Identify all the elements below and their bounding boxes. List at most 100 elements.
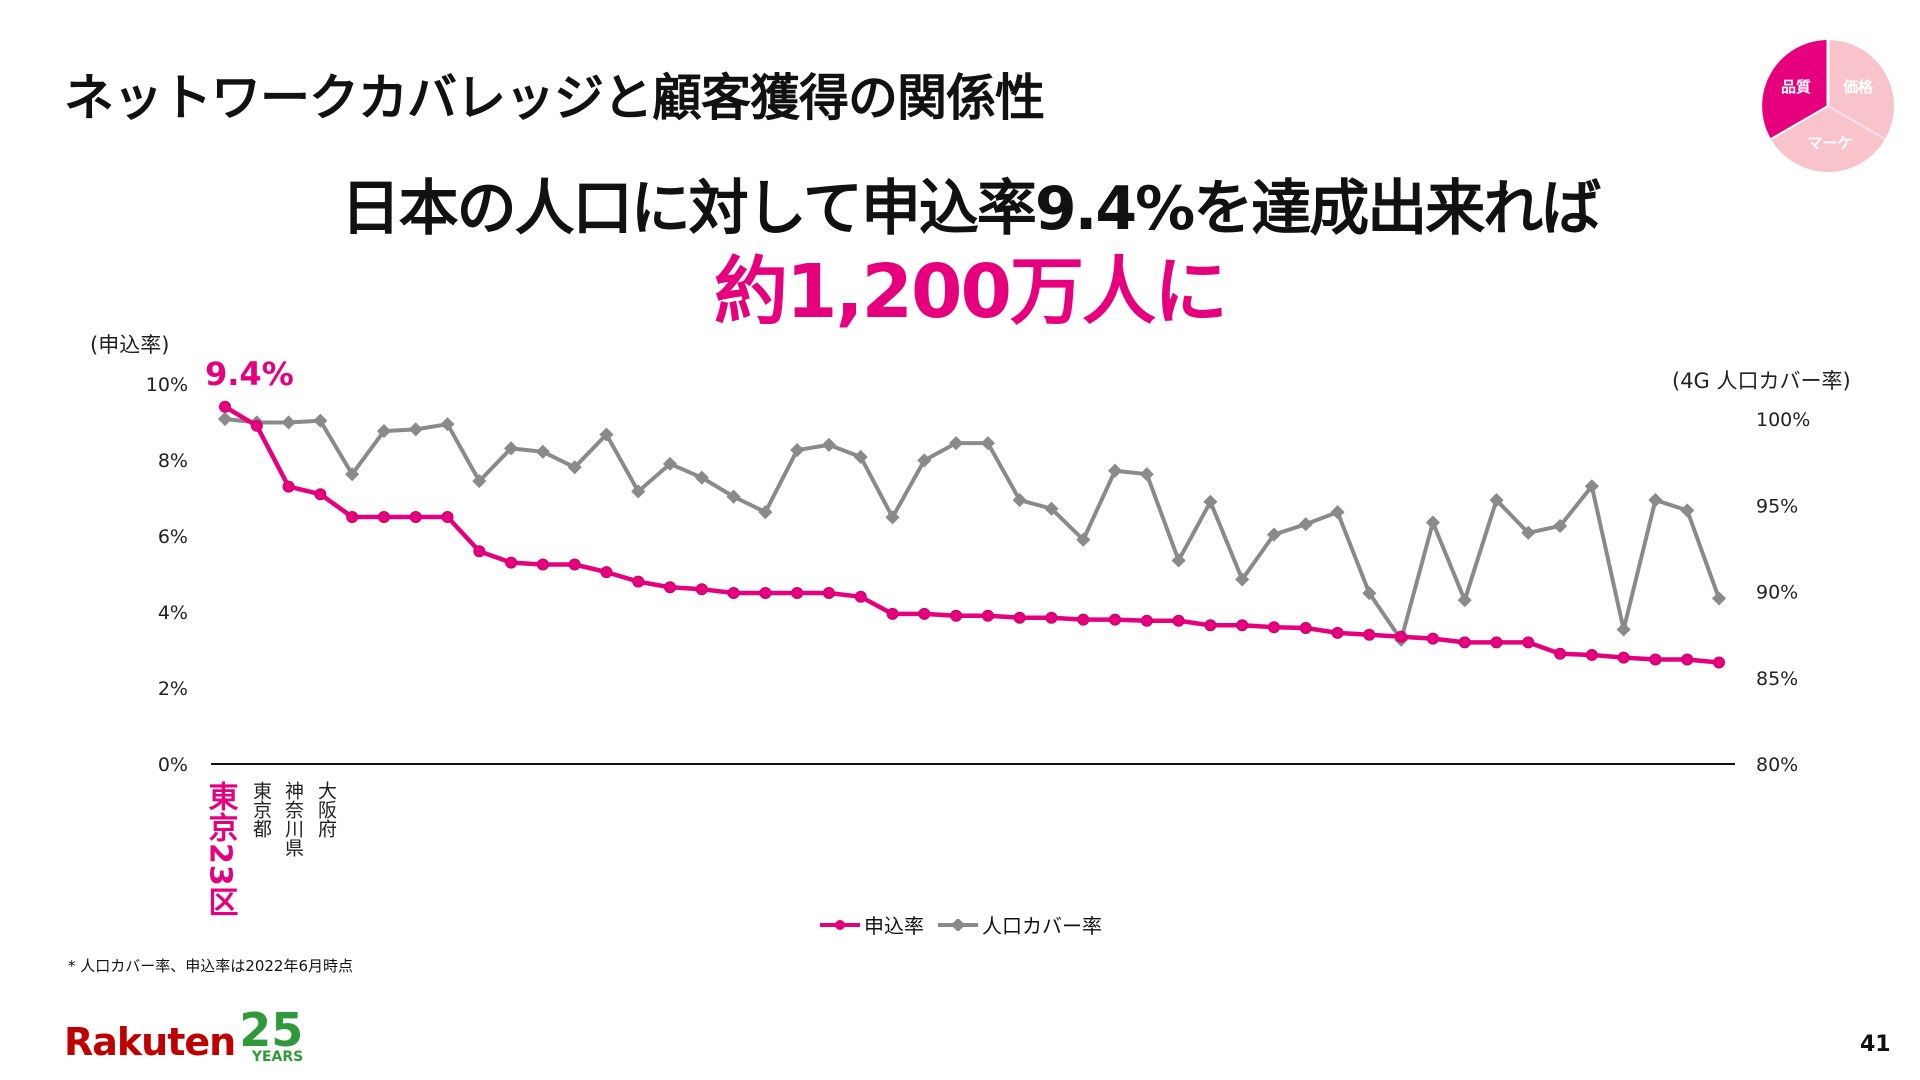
coverage-point <box>758 505 773 520</box>
subscription-point <box>664 581 677 594</box>
subscription-point <box>1426 632 1439 645</box>
subscription-point <box>219 400 231 413</box>
coverage-point <box>313 413 328 428</box>
x-category-label: 東京23区 <box>203 781 239 918</box>
subscription-point <box>1077 613 1090 626</box>
coverage-point <box>662 456 678 471</box>
coverage-point <box>472 474 487 489</box>
subscription-point <box>1045 611 1058 624</box>
subscription-point <box>282 480 295 493</box>
coverage-point <box>1235 572 1250 587</box>
footnote: * 人口カバー率、申込率は2022年6月時点 <box>68 957 353 975</box>
pie-label: マーケ <box>1807 134 1852 152</box>
coverage-point <box>1711 591 1727 606</box>
headline: 日本の人口に対して申込率9.4%を達成出来れば <box>340 174 1602 244</box>
coverage-point <box>504 441 519 456</box>
coverage-point <box>790 442 805 458</box>
page-number: 41 <box>1860 1032 1891 1057</box>
subscription-point <box>314 488 327 501</box>
highlight-value-label: 9.4% <box>205 355 294 393</box>
x-category-label: 大阪府 <box>315 781 337 838</box>
x-category-label: 東京都 <box>250 781 272 838</box>
coverage-point <box>1330 505 1345 520</box>
subscription-point <box>1713 656 1725 669</box>
coverage-point <box>281 415 296 430</box>
subscription-point <box>250 419 263 432</box>
subscription-point <box>346 511 359 523</box>
legend-pink-marker-icon <box>820 919 860 930</box>
coverage-point <box>1616 622 1631 637</box>
subscription-point <box>1236 619 1249 632</box>
left-tick-label: 4% <box>158 602 188 624</box>
subscription-point <box>377 511 390 523</box>
subscription-point <box>1490 636 1503 649</box>
subscription-point <box>981 609 994 622</box>
pie-badge-icon: 品質 価格 マーケ <box>1762 40 1894 172</box>
pie-label: 品質 <box>1781 78 1811 96</box>
subscription-point <box>473 545 486 558</box>
coverage-point <box>408 422 423 437</box>
page-title: ネットワークカバレッジと顧客獲得の関係性 <box>64 69 1045 127</box>
left-tick-label: 2% <box>158 678 188 700</box>
right-tick-label: 90% <box>1756 582 1798 604</box>
left-tick-label: 8% <box>158 450 188 472</box>
coverage-point <box>440 417 455 432</box>
right-tick-label: 100% <box>1756 409 1810 431</box>
subscription-point <box>759 587 772 599</box>
coverage-point <box>567 460 582 475</box>
subscription-point <box>727 587 740 599</box>
coverage-point <box>345 467 360 482</box>
coverage-point <box>1457 593 1472 608</box>
coverage-point <box>1489 493 1504 508</box>
right-tick-label: 85% <box>1756 668 1798 690</box>
subscription-point <box>1585 648 1598 661</box>
left-tick-label: 0% <box>158 754 188 776</box>
coverage-point <box>631 484 646 499</box>
pie-label: 価格 <box>1842 78 1874 96</box>
coverage-point <box>853 449 868 465</box>
subscription-point <box>1522 636 1535 649</box>
subscription-point <box>1013 611 1026 624</box>
legend: 申込率 人口カバー率 <box>820 910 1102 939</box>
coverage-point <box>917 453 932 468</box>
subscription-point <box>1331 626 1344 639</box>
coverage-point <box>1107 463 1123 478</box>
legend-label: 人口カバー率 <box>982 914 1102 938</box>
subscription-point <box>1140 614 1153 627</box>
coverage-point <box>1203 494 1218 509</box>
coverage-point <box>1266 527 1282 542</box>
line-chart: 0% 2% 4% 6% 8% 10% 80% 85% 90% 95% 100% (申込率) (4G 人口… <box>90 333 1851 918</box>
logo-sub: YEARS <box>251 1049 304 1066</box>
subscription-point <box>1458 636 1471 649</box>
coverage-point <box>1171 553 1186 568</box>
coverage-point <box>1076 532 1091 547</box>
subscription-point <box>1681 653 1694 666</box>
coverage-point <box>1298 517 1313 532</box>
coverage-point <box>1584 479 1599 494</box>
subscription-point <box>854 590 867 603</box>
headline-highlight: 約1,200万人に <box>713 249 1228 335</box>
subscription-point <box>886 607 899 620</box>
subscription-point <box>791 587 804 599</box>
subscription-point <box>505 556 518 569</box>
subscription-point <box>600 566 613 579</box>
legend-label: 申込率 <box>864 914 924 938</box>
subscription-point <box>950 609 963 622</box>
subscription-point <box>409 511 422 523</box>
subscription-line <box>223 404 1720 665</box>
coverage-point <box>1044 501 1059 516</box>
subscription-point <box>1299 621 1312 634</box>
legend-item: 申込率 <box>820 910 924 939</box>
subscription-point <box>1172 614 1185 627</box>
coverage-point <box>1362 586 1377 601</box>
coverage-point <box>821 437 837 452</box>
coverage-point <box>726 489 741 504</box>
subscription-point <box>918 607 931 620</box>
coverage-point <box>376 424 392 439</box>
subscription-point <box>1363 628 1376 641</box>
subscription-point <box>1649 653 1662 666</box>
subscription-point <box>822 587 835 599</box>
coverage-point <box>949 436 964 451</box>
subscription-point <box>1554 647 1567 660</box>
coverage-point <box>1648 493 1663 508</box>
